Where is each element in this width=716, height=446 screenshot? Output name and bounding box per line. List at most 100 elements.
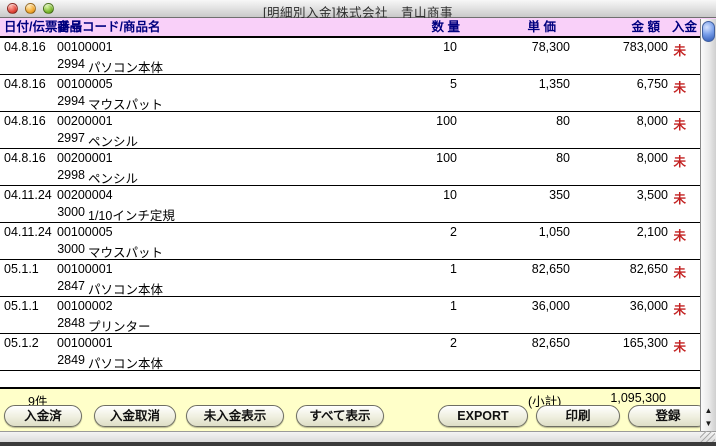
row-product-name: ペンシル [88,172,139,186]
row-quantity: 10 [443,188,457,202]
row-voucher-no: 00100001 [57,262,113,276]
row-payment-status: 未 [673,44,686,58]
row-unit-price: 78,300 [531,40,570,54]
resize-grip-icon[interactable] [700,431,715,442]
row-voucher-no: 00200004 [57,188,113,202]
row-payment-status: 未 [673,266,686,280]
row-detail-no: 2849 [57,353,85,367]
close-button-icon[interactable] [7,3,18,14]
export-button[interactable]: EXPORT [438,405,528,427]
table-row[interactable]: 05.1.1 00100001 1 82,650 82,650 未 2847 パ… [0,260,700,297]
footer-bar: 9件 (小計) 1,095,300 入金済 入金取消 未入金表示 すべて表示 E… [0,389,716,431]
row-date: 04.11.24 [4,188,52,202]
row-voucher-no: 00100001 [57,336,113,350]
row-detail-no: 2994 [57,57,85,71]
col-payment: 入金 [671,20,697,34]
row-payment-status: 未 [673,229,686,243]
table-row[interactable]: 04.11.24 00200004 10 350 3,500 未 3000 1/… [0,186,700,223]
row-date: 04.8.16 [4,40,46,54]
row-voucher-no: 00100005 [57,77,113,91]
table-row[interactable]: 04.8.16 00100005 5 1,350 6,750 未 2994 マウ… [0,75,700,112]
row-detail-no: 2848 [57,316,85,330]
print-button[interactable]: 印刷 [536,405,620,427]
col-quantity: 数 量 [431,20,460,34]
row-amount: 8,000 [636,114,668,128]
row-payment-status: 未 [673,303,686,317]
row-amount: 82,650 [629,262,668,276]
row-detail-no: 2994 [57,94,85,108]
col-product: 商品コード/商品名 [57,20,161,34]
payment-cancel-button[interactable]: 入金取消 [94,405,176,427]
row-detail-no: 2997 [57,131,85,145]
table-column-header: 日付/伝票番号 商品コード/商品名 数 量 単 価 金 額 入金 [0,18,716,38]
row-product-name: パソコン本体 [88,357,164,371]
row-quantity: 2 [450,336,457,350]
row-unit-price: 36,000 [531,299,570,313]
paid-button[interactable]: 入金済 [4,405,82,427]
col-date-voucher: 日付/伝票番号 [4,20,83,34]
row-unit-price: 82,650 [531,262,570,276]
row-amount: 165,300 [622,336,668,350]
scroll-up-arrow-icon[interactable]: ▲ [704,406,713,415]
row-date: 04.8.16 [4,114,46,128]
row-detail-no: 2998 [57,168,85,182]
row-unit-price: 82,650 [531,336,570,350]
row-voucher-no: 00100001 [57,40,113,54]
row-unit-price: 1,350 [538,77,570,91]
row-quantity: 100 [436,114,457,128]
row-date: 05.1.1 [4,262,39,276]
vertical-scrollbar[interactable]: ▲ ▼ [700,19,716,431]
table-row[interactable]: 04.11.24 00100005 2 1,050 2,100 未 3000 マ… [0,223,700,260]
row-quantity: 5 [450,77,457,91]
zoom-button-icon[interactable] [43,3,54,14]
row-product-name: マウスパット [88,246,164,260]
row-date: 04.8.16 [4,151,46,165]
minimize-button-icon[interactable] [25,3,36,14]
row-amount: 3,500 [636,188,668,202]
row-payment-status: 未 [673,118,686,132]
desktop-background [0,442,716,446]
scroll-down-arrow-icon[interactable]: ▼ [704,419,713,428]
row-amount: 2,100 [636,225,668,239]
col-unit-price: 単 価 [527,20,556,34]
row-amount: 6,750 [636,77,668,91]
row-detail-no: 3000 [57,205,85,219]
row-quantity: 2 [450,225,457,239]
row-voucher-no: 00200001 [57,114,113,128]
row-amount: 783,000 [622,40,668,54]
row-payment-status: 未 [673,81,686,95]
row-quantity: 1 [450,299,457,313]
row-product-name: ペンシル [88,135,139,149]
scrollbar-thumb[interactable] [702,21,715,42]
show-all-button[interactable]: すべて表示 [296,405,384,427]
table-row[interactable]: 05.1.2 00100001 2 82,650 165,300 未 2849 … [0,334,700,371]
show-unpaid-button[interactable]: 未入金表示 [186,405,284,427]
row-unit-price: 1,050 [538,225,570,239]
row-unit-price: 80 [556,151,570,165]
register-button[interactable]: 登録 [628,405,708,427]
row-amount: 36,000 [629,299,668,313]
row-payment-status: 未 [673,155,686,169]
row-detail-no: 2847 [57,279,85,293]
window-bottom-strip [0,431,716,442]
row-payment-status: 未 [673,192,686,206]
row-voucher-no: 00200001 [57,151,113,165]
footer-separator [0,387,716,389]
window-title: [明細別入金]株式会社 青山商事 [263,6,453,20]
row-quantity: 10 [443,40,457,54]
row-date: 04.8.16 [4,77,46,91]
row-product-name: マウスパット [88,98,164,112]
table-row[interactable]: 04.8.16 00200001 100 80 8,000 未 2997 ペンシ… [0,112,700,149]
row-detail-no: 3000 [57,242,85,256]
table-row[interactable]: 05.1.1 00100002 1 36,000 36,000 未 2848 プ… [0,297,700,334]
row-date: 05.1.2 [4,336,39,350]
table-row[interactable]: 04.8.16 00100001 10 78,300 783,000 未 299… [0,38,700,75]
row-voucher-no: 00100002 [57,299,113,313]
row-product-name: パソコン本体 [88,61,164,75]
row-quantity: 1 [450,262,457,276]
title-bar[interactable]: [明細別入金]株式会社 青山商事 [0,0,716,20]
table-row[interactable]: 04.8.16 00200001 100 80 8,000 未 2998 ペンシ… [0,149,700,186]
row-product-name: パソコン本体 [88,283,164,297]
row-product-name: 1/10インチ定規 [88,209,175,223]
